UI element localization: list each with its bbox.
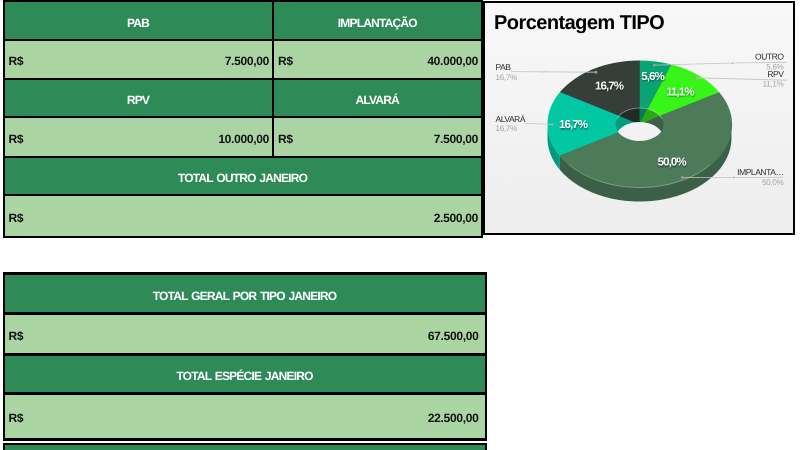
svg-text:16,7%: 16,7% (496, 73, 518, 82)
svg-text:50,0%: 50,0% (762, 178, 784, 187)
svg-text:5,6%: 5,6% (641, 71, 664, 83)
svg-text:11,1%: 11,1% (666, 86, 694, 98)
svg-text:50,0%: 50,0% (658, 158, 687, 170)
svg-text:16,7%: 16,7% (559, 119, 588, 131)
svg-text:5,6%: 5,6% (766, 63, 783, 72)
svg-text:ALVARÁ: ALVARÁ (496, 114, 526, 124)
svg-text:16,7%: 16,7% (595, 81, 624, 93)
svg-text:RPV: RPV (767, 69, 784, 79)
svg-text:OUTRO: OUTRO (755, 52, 784, 62)
svg-text:16,7%: 16,7% (559, 120, 588, 132)
svg-text:16,7%: 16,7% (595, 80, 624, 92)
svg-text:11,1%: 11,1% (667, 88, 695, 100)
svg-text:11,1%: 11,1% (763, 80, 784, 89)
svg-text:PAB: PAB (496, 62, 512, 72)
svg-text:16,7%: 16,7% (496, 124, 518, 133)
svg-text:IMPLANTA…: IMPLANTA… (737, 167, 783, 177)
svg-text:50,0%: 50,0% (658, 157, 687, 169)
svg-text:5,6%: 5,6% (642, 72, 665, 84)
